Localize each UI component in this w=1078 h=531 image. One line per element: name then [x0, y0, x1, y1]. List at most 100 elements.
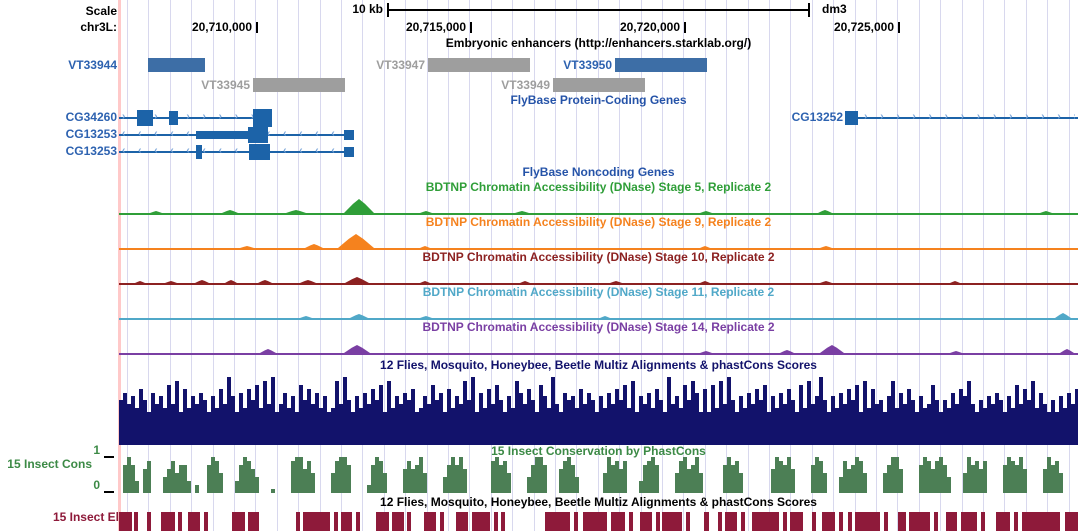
phastcons-bar[interactable]	[347, 465, 351, 493]
multiz-bar[interactable]	[1027, 400, 1031, 445]
multiz-bar[interactable]	[219, 388, 223, 445]
phastcons-bar[interactable]	[331, 473, 335, 493]
multiz-bar[interactable]	[763, 384, 767, 445]
multiz-bar[interactable]	[1011, 408, 1015, 445]
phastcons-bar[interactable]	[451, 457, 455, 493]
phastcons-bar[interactable]	[603, 473, 607, 493]
phastcons-bar[interactable]	[655, 465, 659, 493]
phastcons-bar[interactable]	[775, 457, 779, 493]
multiz-bar[interactable]	[751, 404, 755, 445]
multiz-bar[interactable]	[967, 380, 971, 445]
multiz-bar[interactable]	[535, 412, 539, 445]
phastcons-bar[interactable]	[455, 465, 459, 493]
multiz-bar[interactable]	[523, 404, 527, 445]
insect-element-block[interactable]	[783, 512, 787, 531]
phastcons-bar[interactable]	[243, 457, 247, 493]
phastcons-bar[interactable]	[375, 457, 379, 493]
multiz-bar[interactable]	[259, 408, 263, 445]
phastcons-bar[interactable]	[131, 465, 135, 493]
multiz-bar[interactable]	[807, 380, 811, 445]
insect-element-block[interactable]	[909, 512, 930, 531]
insect-element-block[interactable]	[640, 512, 652, 531]
multiz-bar[interactable]	[127, 404, 131, 445]
multiz-bar[interactable]	[251, 400, 255, 445]
multiz-bar[interactable]	[583, 404, 587, 445]
phastcons-bar[interactable]	[367, 485, 371, 493]
phastcons-bar[interactable]	[1043, 469, 1047, 493]
phastcons-bar[interactable]	[643, 465, 647, 493]
phastcons-bar[interactable]	[883, 473, 887, 493]
phastcons-bar[interactable]	[1019, 457, 1023, 493]
insect-element-block[interactable]	[119, 512, 132, 531]
phastcons-bar[interactable]	[1051, 465, 1055, 493]
multiz-bar[interactable]	[903, 404, 907, 445]
multiz-bar[interactable]	[1035, 408, 1039, 445]
multiz-bar[interactable]	[787, 388, 791, 445]
insect-element-block[interactable]	[686, 512, 690, 531]
insect-element-block[interactable]	[839, 512, 843, 531]
phastcons-bar[interactable]	[787, 457, 791, 493]
phastcons-bar[interactable]	[923, 457, 927, 493]
gene-exon[interactable]	[196, 145, 202, 159]
multiz-bar[interactable]	[399, 404, 403, 445]
multiz-bar[interactable]	[575, 408, 579, 445]
multiz-bar[interactable]	[455, 396, 459, 445]
phastcons-bar[interactable]	[839, 477, 843, 493]
phastcons-bar[interactable]	[675, 473, 679, 493]
multiz-bar[interactable]	[679, 408, 683, 445]
phastcons-bar[interactable]	[335, 461, 339, 493]
phastcons-bar[interactable]	[943, 465, 947, 493]
multiz-bar[interactable]	[683, 384, 687, 445]
insect-element-block[interactable]	[1065, 512, 1078, 531]
multiz-bar[interactable]	[187, 408, 191, 445]
phastcons-bar[interactable]	[403, 469, 407, 493]
multiz-bar[interactable]	[663, 412, 667, 445]
phastcons-bar[interactable]	[975, 461, 979, 493]
multiz-bar[interactable]	[559, 412, 563, 445]
multiz-bar[interactable]	[163, 408, 167, 445]
phastcons-bar[interactable]	[215, 461, 219, 493]
multiz-bar[interactable]	[931, 384, 935, 445]
multiz-bar[interactable]	[927, 404, 931, 445]
multiz-bar[interactable]	[499, 400, 503, 445]
phastcons-bar[interactable]	[1023, 469, 1027, 493]
phastcons-bar[interactable]	[163, 477, 167, 493]
phastcons-bar[interactable]	[407, 461, 411, 493]
insect-element-block[interactable]	[822, 512, 835, 531]
multiz-bar[interactable]	[963, 396, 967, 445]
multiz-bar[interactable]	[1043, 404, 1047, 445]
insect-element-block[interactable]	[341, 512, 352, 531]
gene-exon[interactable]	[344, 147, 354, 157]
multiz-bar[interactable]	[855, 384, 859, 445]
multiz-bar[interactable]	[395, 396, 399, 445]
phastcons-bar[interactable]	[219, 473, 223, 493]
gene-exon[interactable]	[169, 111, 178, 125]
phastcons-bar[interactable]	[271, 489, 275, 493]
multiz-bar[interactable]	[267, 404, 271, 445]
phastcons-bar[interactable]	[135, 481, 139, 493]
multiz-bar[interactable]	[715, 408, 719, 445]
multiz-bar[interactable]	[919, 396, 923, 445]
multiz-bar[interactable]	[835, 408, 839, 445]
multiz-bar[interactable]	[507, 396, 511, 445]
insect-element-block[interactable]	[248, 512, 259, 531]
multiz-bar[interactable]	[139, 388, 143, 445]
phastcons-bar[interactable]	[127, 457, 131, 493]
multiz-bar[interactable]	[851, 400, 855, 445]
multiz-bar[interactable]	[923, 408, 927, 445]
phastcons-bar[interactable]	[1007, 457, 1011, 493]
phastcons-bar[interactable]	[899, 469, 903, 493]
phastcons-bar[interactable]	[543, 465, 547, 493]
gene-label-cg34260[interactable]: CG34260	[65, 110, 117, 124]
insect-element-block[interactable]	[611, 512, 625, 531]
multiz-bar[interactable]	[1039, 392, 1043, 445]
multiz-bar[interactable]	[995, 392, 999, 445]
multiz-bar[interactable]	[831, 396, 835, 445]
multiz-bar[interactable]	[567, 400, 571, 445]
multiz-bar[interactable]	[295, 412, 299, 445]
enhancer-item-vt33950[interactable]	[615, 58, 707, 72]
multiz-bar[interactable]	[615, 388, 619, 445]
phastcons-bar[interactable]	[507, 473, 511, 493]
phastcons-bar[interactable]	[699, 473, 703, 493]
multiz-bar[interactable]	[587, 392, 591, 445]
